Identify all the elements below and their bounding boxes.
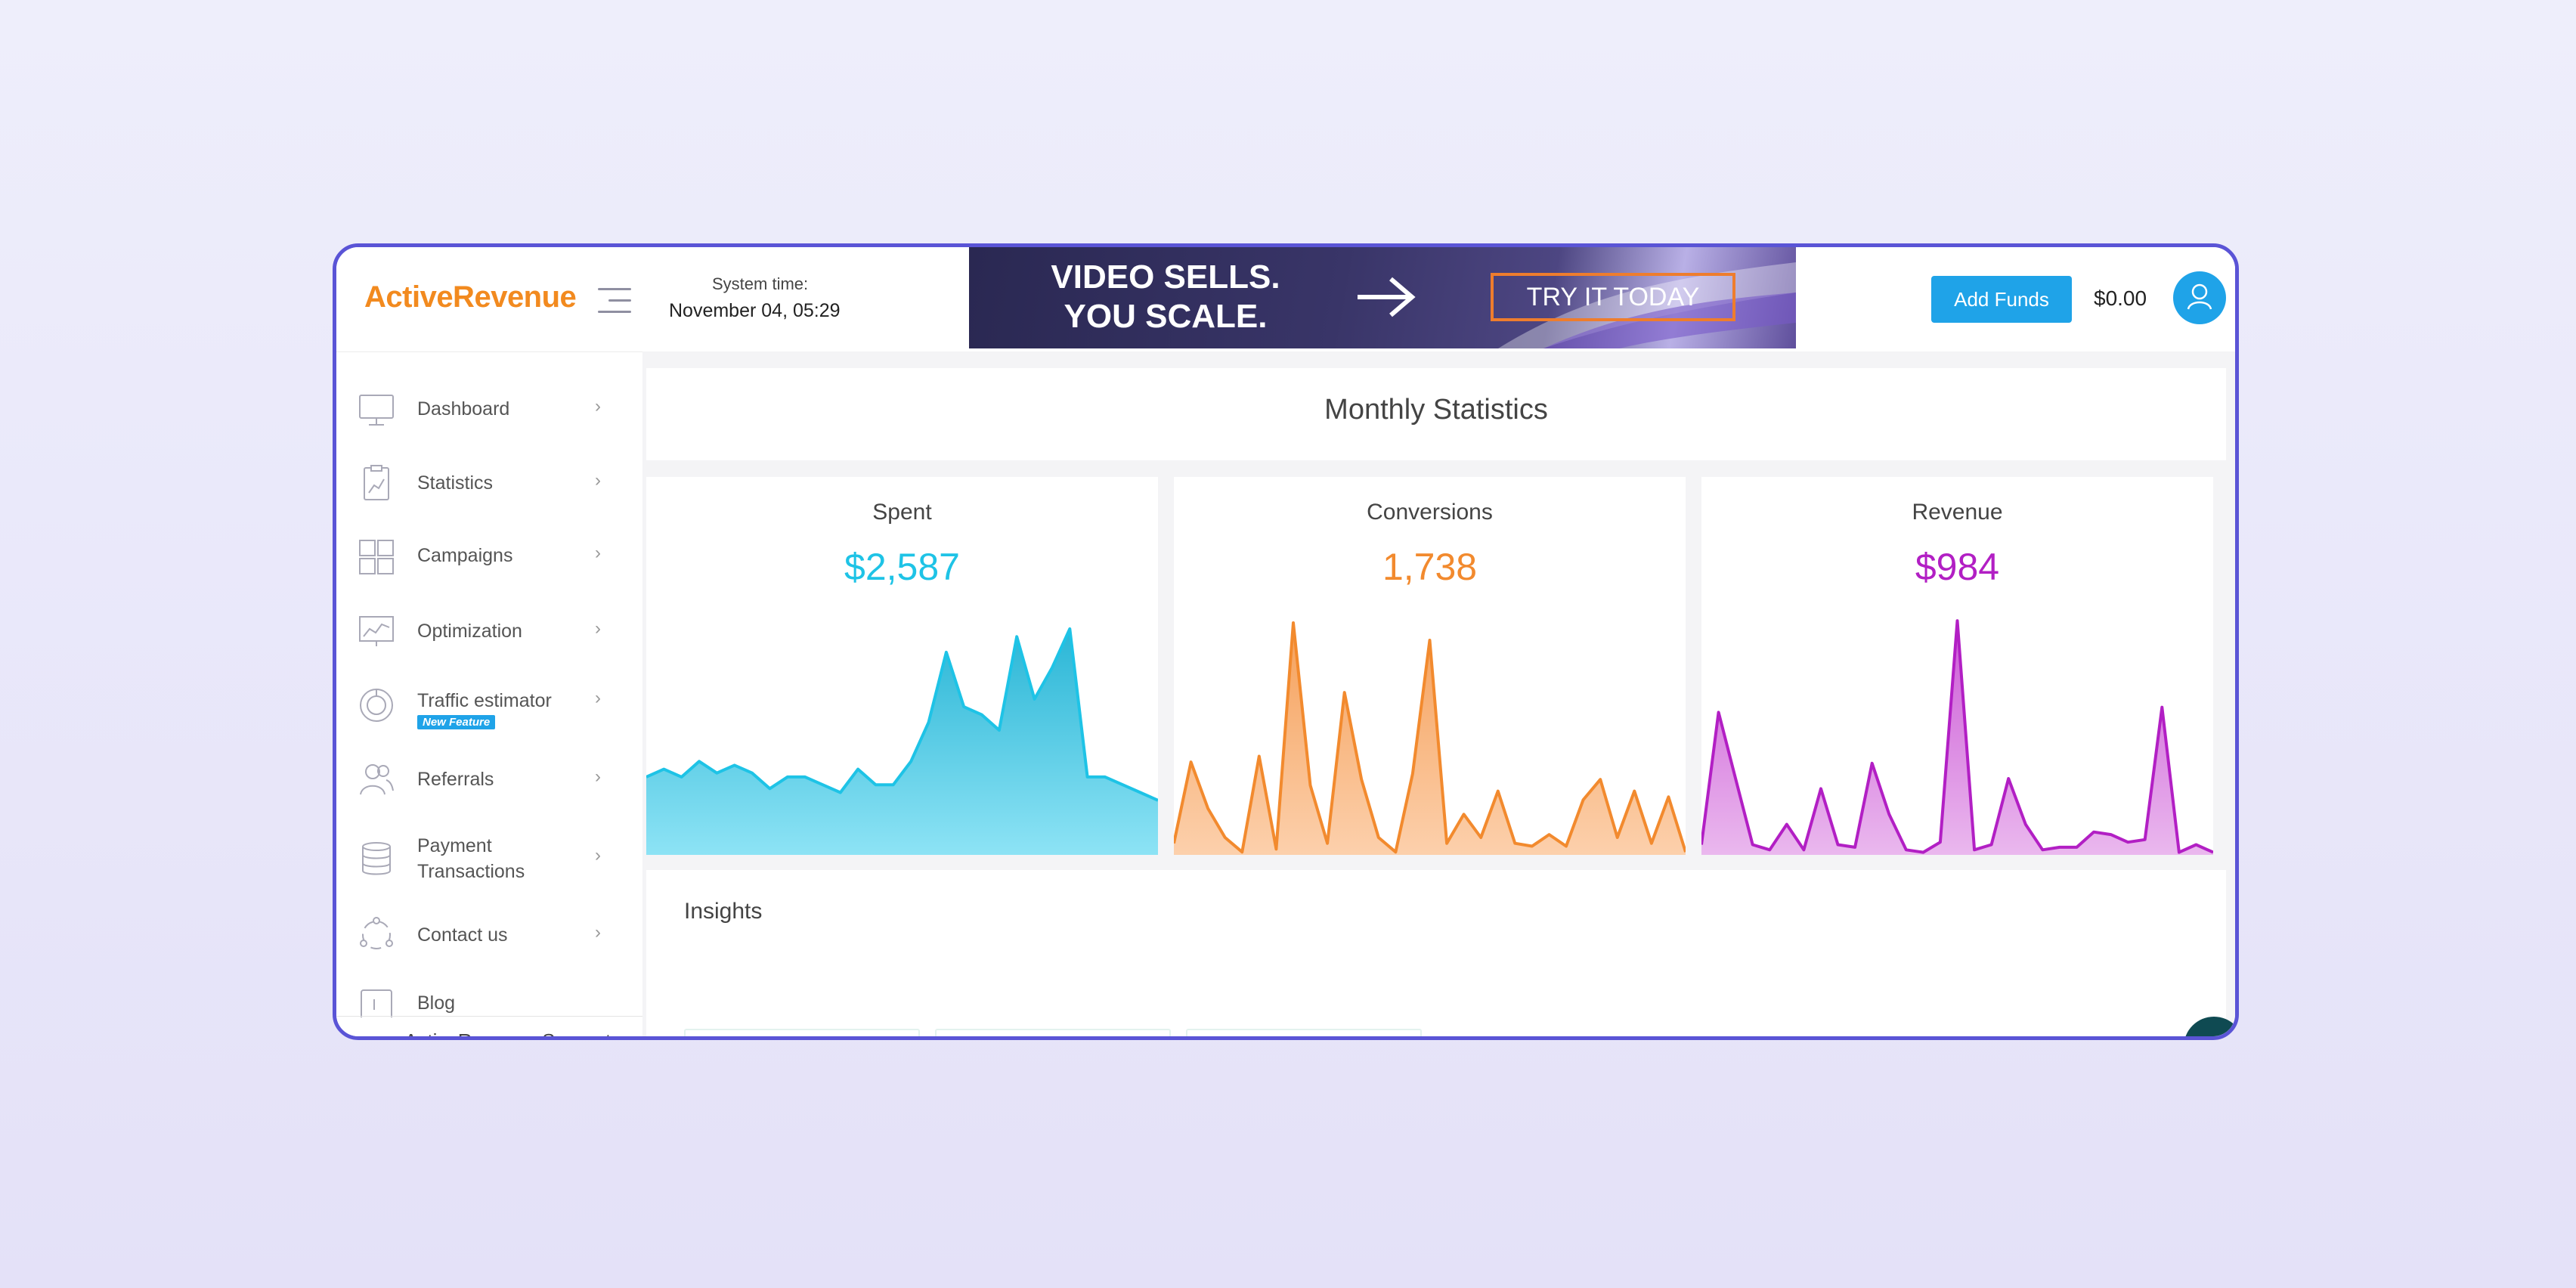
- account-balance: $0.00: [2094, 286, 2147, 310]
- system-time-value: November 04, 05:29: [669, 300, 841, 321]
- chevron-right-icon: ›: [595, 543, 601, 563]
- arrow-right-icon: [1358, 277, 1416, 317]
- stat-title: Conversions: [1367, 500, 1493, 525]
- avatar[interactable]: [2173, 271, 2226, 324]
- grid-icon: [359, 540, 394, 574]
- users-icon: [360, 764, 394, 795]
- conversions-area: [1174, 623, 1686, 855]
- filter-select-1[interactable]: All: [935, 1029, 1171, 1036]
- sidebar-item-statistics[interactable]: Statistics ›: [336, 449, 642, 517]
- sidebar-item-label: Payment Transactions: [417, 835, 525, 882]
- ad-banner[interactable]: VIDEO SELLS. YOU SCALE. TRY IT TODAY: [969, 247, 1796, 348]
- conversions-sparkline-chart: [1174, 621, 1686, 855]
- chevron-right-icon: ›: [595, 766, 601, 787]
- chevron-right-icon: ›: [595, 618, 601, 639]
- sidebar-item-label: Referrals: [417, 769, 494, 790]
- sidebar-item-optimization[interactable]: Optimization ›: [336, 597, 642, 665]
- logo[interactable]: ActiveRevenue: [364, 280, 577, 314]
- chevron-right-icon: ›: [595, 396, 601, 416]
- monitor-icon: [359, 395, 394, 426]
- sidebar-item-label: Contact us: [417, 924, 508, 946]
- system-time-label: System time:: [712, 274, 809, 293]
- spent-area: [646, 628, 1158, 855]
- sidebar: Dashboard › Statistics › Campaigns ›: [336, 351, 642, 1036]
- main-content: Monthly Statistics Spent $2,587 Conversi…: [642, 351, 2235, 1036]
- insights-title: Insights: [684, 899, 763, 924]
- top-bar: ActiveRevenue System time: November 04, …: [336, 247, 2235, 351]
- chevron-right-icon: ›: [595, 688, 601, 708]
- spent-line: [646, 627, 1158, 802]
- menu-toggle-icon[interactable]: [593, 286, 631, 315]
- stat-title: Revenue: [1912, 500, 2003, 525]
- stat-card-spent: Spent $2,587: [646, 477, 1158, 855]
- app-window: ActiveRevenue System time: November 04, …: [333, 243, 2239, 1040]
- sidebar-item-dashboard[interactable]: Dashboard ›: [336, 375, 642, 443]
- banner-headline: VIDEO SELLS. YOU SCALE.: [1022, 258, 1309, 336]
- sidebar-item-contact-us[interactable]: Contact us ›: [336, 901, 642, 969]
- stat-value: $2,587: [844, 546, 960, 588]
- chevron-right-icon: ›: [595, 845, 601, 865]
- sidebar-item-label: Optimization: [417, 621, 522, 642]
- insights-card: Insights Last 30 days All All: [646, 870, 2226, 1036]
- stat-card-conversions: Conversions 1,738: [1174, 477, 1686, 855]
- target-icon: [360, 689, 393, 722]
- support-link[interactable]: ActiveRevenue Support: [404, 1029, 611, 1036]
- banner-line-1: VIDEO SELLS.: [1051, 259, 1280, 296]
- sidebar-item-label: Statistics: [417, 472, 494, 494]
- clipboard-chart-icon: [364, 465, 389, 500]
- sidebar-item-label: Dashboard: [417, 398, 510, 420]
- chevron-right-icon: ›: [595, 922, 601, 943]
- chevron-right-icon: ›: [595, 470, 601, 491]
- stat-title: Spent: [872, 500, 932, 525]
- stat-value: $984: [1915, 546, 2000, 588]
- sidebar-item-blog[interactable]: Blog: [336, 972, 642, 1017]
- chart-monitor-icon: [359, 616, 394, 646]
- sidebar-item-traffic-estimator[interactable]: Traffic estimator New Feature ›: [336, 671, 642, 739]
- user-icon: [2187, 283, 2212, 310]
- revenue-sparkline-chart: [1701, 619, 2213, 855]
- revenue-line: [1701, 619, 2213, 854]
- revenue-area: [1701, 621, 2213, 855]
- filter-select-2[interactable]: All: [1186, 1029, 1422, 1036]
- sidebar-item-label: Traffic estimator: [417, 690, 552, 711]
- stat-value: 1,738: [1382, 546, 1478, 588]
- sidebar-item-label: Blog: [417, 992, 456, 1014]
- add-funds-button[interactable]: Add Funds: [1931, 276, 2072, 323]
- sidebar-item-campaigns[interactable]: Campaigns ›: [336, 523, 642, 591]
- banner-cta[interactable]: TRY IT TODAY: [1491, 273, 1735, 321]
- sidebar-divider: [336, 1016, 642, 1017]
- sidebar-item-referrals[interactable]: Referrals ›: [336, 745, 642, 813]
- coins-icon: [362, 842, 391, 875]
- date-range-select[interactable]: Last 30 days: [684, 1029, 920, 1036]
- sidebar-item-label: Campaigns: [417, 545, 513, 566]
- banner-line-2: YOU SCALE.: [1064, 298, 1268, 335]
- network-icon: [360, 917, 393, 949]
- spent-sparkline-chart: [646, 627, 1158, 855]
- stat-card-revenue: Revenue $984: [1701, 477, 2213, 855]
- new-feature-badge: New Feature: [417, 715, 496, 729]
- sidebar-item-payment-transactions[interactable]: Payment Transactions ›: [336, 819, 642, 895]
- monthly-statistics-card: Monthly Statistics: [646, 368, 2226, 460]
- page-title: Monthly Statistics: [1324, 394, 1548, 426]
- conversions-line: [1174, 621, 1686, 854]
- blog-icon: [361, 989, 392, 1017]
